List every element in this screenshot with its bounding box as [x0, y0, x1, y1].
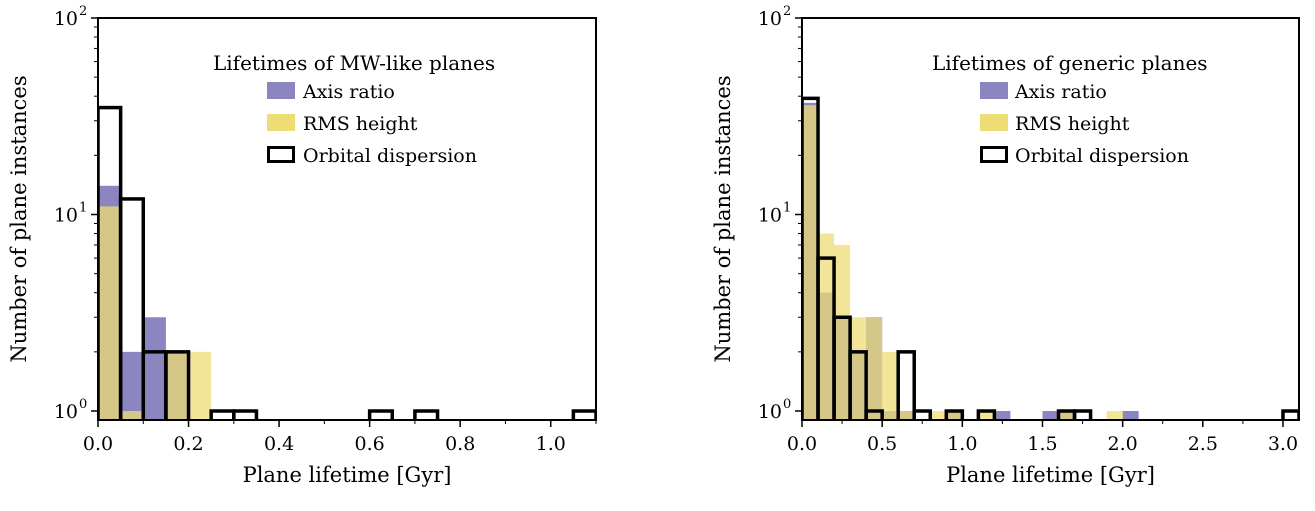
bar — [120, 411, 144, 420]
bar — [944, 409, 965, 420]
bar — [912, 409, 933, 420]
x-axis-label: Plane lifetime [Gyr] — [243, 463, 452, 487]
legend-swatch — [267, 114, 295, 131]
axes-frame — [801, 17, 1300, 421]
legend: Lifetimes of MW-like planes Axis ratio RMS… — [213, 51, 495, 167]
bar — [834, 244, 851, 420]
bar — [1042, 411, 1059, 420]
legend-entry: RMS height — [303, 113, 418, 135]
x-tick-label: 0.4 — [264, 433, 294, 455]
series-rms-height — [98, 206, 212, 420]
legend-entry: Orbital dispersion — [1015, 145, 1189, 167]
bar — [143, 317, 166, 420]
y-tick-exponent: 2 — [79, 4, 87, 19]
bar — [978, 411, 995, 420]
x-tick-label: 0.5 — [867, 433, 897, 455]
plot-area — [98, 105, 596, 420]
bar — [864, 409, 884, 420]
chart-panel-generic: 0.0 0.5 1.0 1.5 2.0 2.5 3.0 10 0 10 1 10 2 Plane life… — [658, 0, 1315, 511]
bar — [1106, 411, 1123, 420]
bar — [866, 317, 883, 420]
x-axis: 0.0 0.5 1.0 1.5 2.0 2.5 3.0 — [787, 420, 1298, 455]
plot-area — [802, 96, 1299, 420]
y-tick-exponent: 0 — [79, 397, 87, 412]
legend-title: Lifetimes of MW-like planes — [213, 51, 495, 75]
bar — [976, 409, 997, 420]
bar — [848, 350, 868, 420]
series-rms-height — [802, 105, 1123, 420]
bar — [946, 411, 963, 420]
x-tick-label: 0.6 — [355, 433, 385, 455]
legend-entry: Orbital dispersion — [303, 145, 477, 167]
legend-entry: Axis ratio — [1014, 81, 1107, 103]
bar — [164, 350, 191, 420]
chart-panel-mw-like: 0.0 0.2 0.4 0.6 0.8 1.0 10 0 10 1 10 2 Plane lifetim… — [0, 0, 640, 511]
bar — [118, 197, 146, 420]
x-tick-label: 1.5 — [1027, 433, 1057, 455]
legend: Lifetimes of generic planes Axis ratio RMS… — [932, 51, 1208, 167]
x-tick-label: 0.2 — [173, 433, 203, 455]
y-tick-label: 10 — [758, 205, 782, 227]
y-tick-label: 10 — [758, 401, 782, 423]
bar — [120, 351, 144, 420]
bar — [367, 409, 395, 420]
x-tick-label: 2.0 — [1108, 433, 1138, 455]
x-axis: 0.0 0.2 0.4 0.6 0.8 1.0 — [83, 420, 597, 455]
legend-entry: RMS height — [1015, 113, 1130, 135]
legend-swatch — [980, 82, 1008, 99]
bar — [818, 233, 835, 420]
series-orbital-dispersion — [98, 105, 596, 420]
y-axis-label: Number of plane instances — [7, 75, 31, 362]
y-tick-label: 10 — [758, 8, 782, 30]
bar — [188, 351, 212, 420]
x-tick-label: 2.5 — [1188, 433, 1218, 455]
y-tick-exponent: 2 — [783, 4, 791, 19]
x-tick-label: 1.0 — [947, 433, 977, 455]
bar — [898, 411, 915, 420]
bar — [165, 351, 189, 420]
legend-swatch — [267, 82, 295, 99]
legend-title: Lifetimes of generic planes — [932, 51, 1208, 75]
x-tick-label: 1.0 — [536, 433, 566, 455]
bar — [802, 105, 819, 420]
axes-frame — [97, 17, 597, 421]
x-tick-label: 3.0 — [1268, 433, 1298, 455]
bar — [994, 411, 1011, 420]
x-tick-label: 0.0 — [787, 433, 817, 455]
y-tick-exponent: 0 — [783, 397, 791, 412]
bar — [571, 409, 596, 420]
bar — [98, 206, 121, 420]
y-tick-label: 10 — [54, 205, 78, 227]
y-tick-label: 10 — [54, 401, 78, 423]
legend-swatch — [267, 146, 295, 163]
legend-swatch — [980, 114, 1008, 131]
bar — [1122, 411, 1139, 420]
legend-entry: Axis ratio — [302, 81, 395, 103]
legend-swatch — [980, 146, 1008, 163]
bar — [232, 409, 259, 420]
bar — [882, 351, 899, 420]
bar — [850, 317, 867, 420]
x-tick-label: 0.8 — [445, 433, 475, 455]
series-orbital-dispersion — [802, 96, 1299, 420]
y-tick-exponent: 1 — [783, 201, 791, 216]
x-tick-label: 0.0 — [83, 433, 113, 455]
bar — [1058, 411, 1075, 420]
bar — [1072, 409, 1093, 420]
x-axis-label: Plane lifetime [Gyr] — [946, 463, 1155, 487]
bar — [930, 411, 947, 420]
y-tick-exponent: 1 — [79, 201, 87, 216]
y-axis-label: Number of plane instances — [711, 75, 735, 362]
bar — [896, 350, 916, 420]
y-tick-label: 10 — [54, 8, 78, 30]
bar — [413, 409, 440, 420]
